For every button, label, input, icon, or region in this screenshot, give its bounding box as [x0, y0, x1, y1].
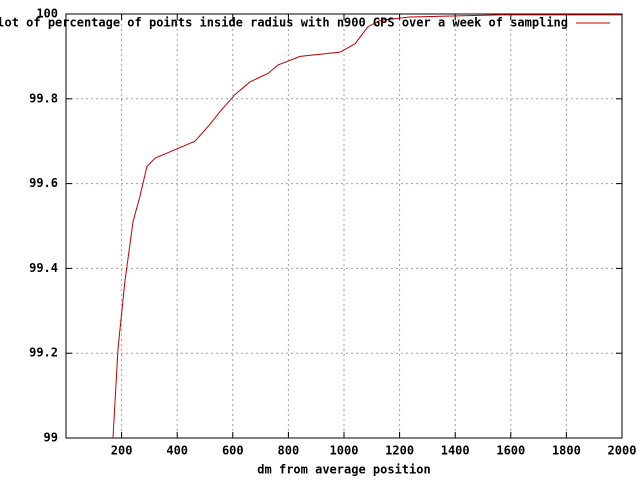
y-tick-label: 99.8	[29, 91, 58, 105]
x-tick-label: 600	[222, 444, 244, 458]
x-tick-label: 800	[278, 444, 300, 458]
y-tick-label: 100	[36, 7, 58, 21]
x-axis-label: dm from average position	[257, 463, 430, 477]
y-tick-label: 99.4	[29, 261, 58, 275]
x-tick-label: 1400	[441, 444, 470, 458]
x-tick-label: 1800	[552, 444, 581, 458]
legend-label: Plot of percentage of points inside radi…	[0, 16, 568, 30]
plot-border	[65, 13, 623, 439]
x-tick-label: 1600	[496, 444, 525, 458]
data-line	[112, 14, 622, 439]
y-tick-label: 99	[44, 431, 58, 445]
x-tick-label: 1200	[385, 444, 414, 458]
x-tick-label: 200	[111, 444, 133, 458]
y-tick-label: 99.6	[29, 176, 58, 190]
y-tick-label: 99.2	[29, 346, 58, 360]
x-tick-label: 2000	[608, 444, 637, 458]
x-tick-label: 1000	[330, 444, 359, 458]
x-tick-label: 400	[166, 444, 188, 458]
